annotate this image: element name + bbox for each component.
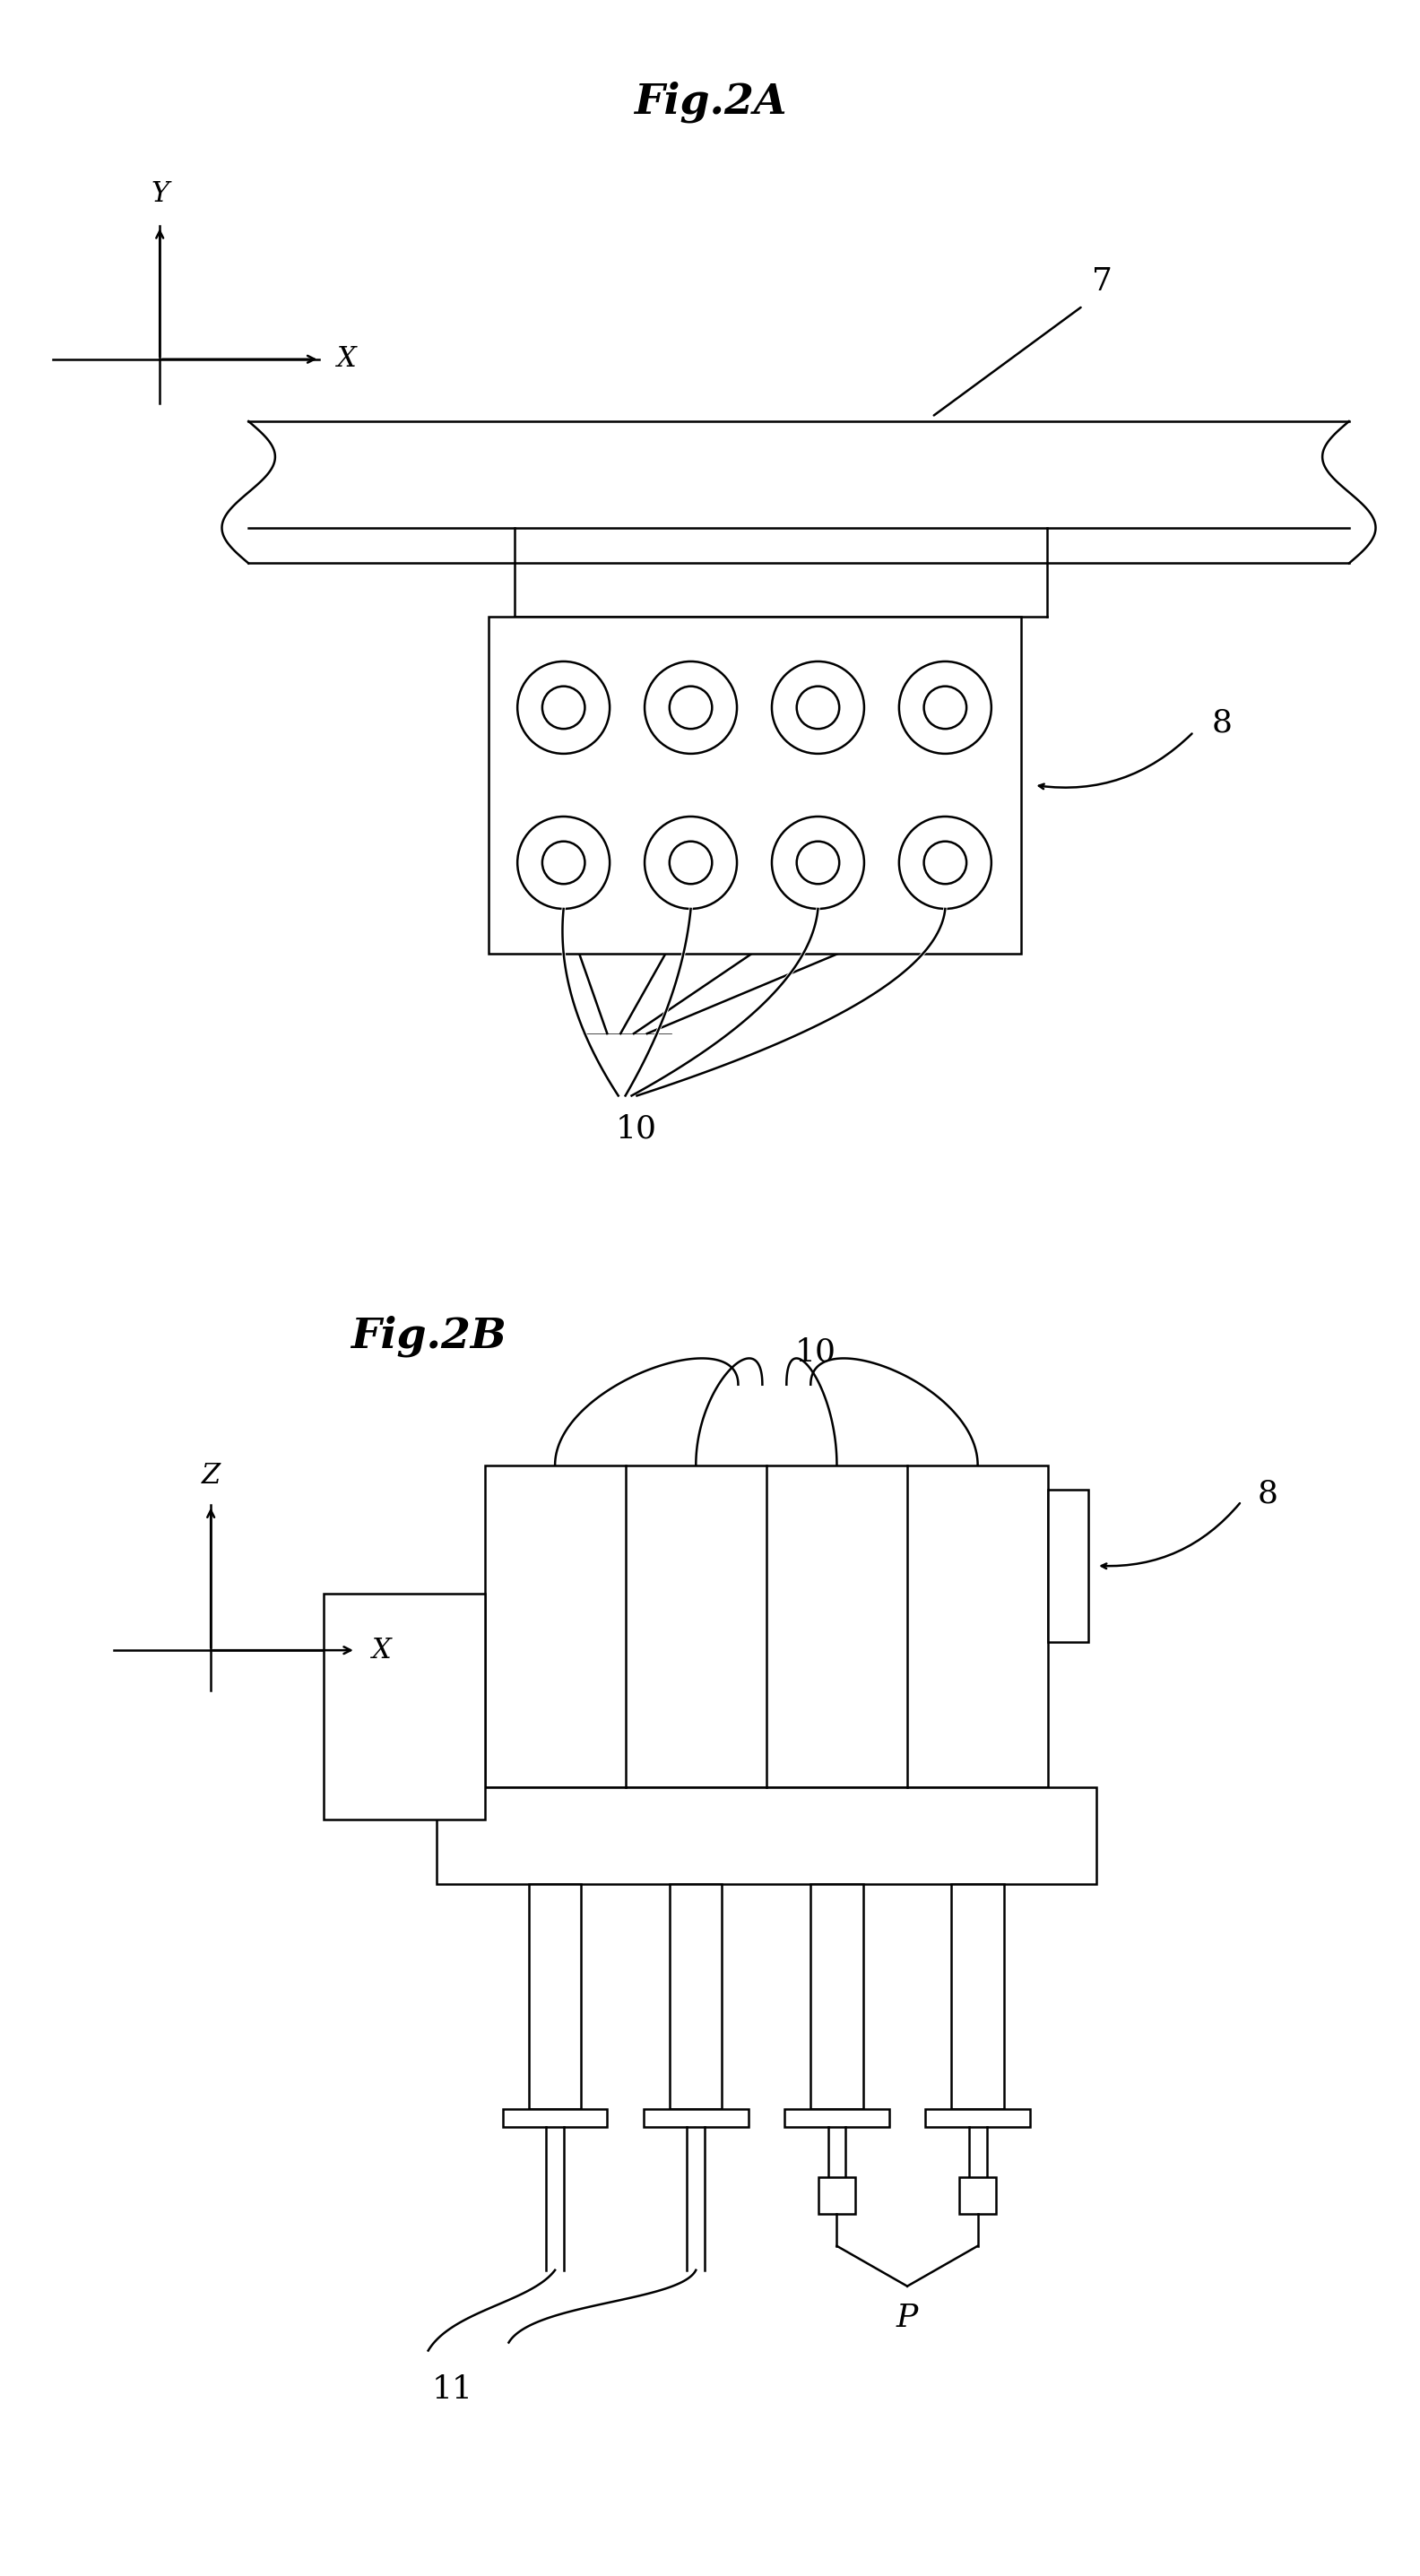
- Bar: [484, 1466, 1048, 1788]
- Circle shape: [797, 685, 839, 729]
- Bar: [951, 1883, 1004, 2110]
- Text: Y: Y: [151, 180, 169, 209]
- Circle shape: [924, 685, 967, 729]
- Bar: [926, 2110, 1030, 2128]
- Circle shape: [924, 842, 967, 884]
- Circle shape: [517, 817, 609, 909]
- Bar: [784, 2110, 889, 2128]
- Bar: [436, 1788, 1096, 1883]
- Bar: [643, 2110, 748, 2128]
- Circle shape: [669, 842, 711, 884]
- Bar: [960, 2177, 995, 2213]
- Text: P: P: [896, 2303, 919, 2334]
- Bar: [1048, 1489, 1088, 1643]
- Text: 10: 10: [615, 1113, 656, 1144]
- Circle shape: [772, 662, 865, 755]
- Text: Fig.2B: Fig.2B: [351, 1316, 506, 1358]
- Bar: [528, 1883, 581, 2110]
- Circle shape: [669, 685, 711, 729]
- Text: 10: 10: [795, 1337, 836, 1368]
- Circle shape: [645, 662, 737, 755]
- Circle shape: [542, 685, 585, 729]
- Circle shape: [645, 817, 737, 909]
- Bar: [503, 2110, 608, 2128]
- Bar: [324, 1595, 484, 1819]
- Text: 8: 8: [1258, 1479, 1278, 1510]
- Text: 7: 7: [1092, 265, 1112, 296]
- Text: Fig.2A: Fig.2A: [633, 80, 787, 124]
- Text: 11: 11: [432, 2375, 473, 2406]
- Bar: [488, 616, 1021, 953]
- Text: Z: Z: [202, 1461, 220, 1489]
- Bar: [819, 2177, 855, 2213]
- Bar: [670, 1883, 723, 2110]
- Text: X: X: [338, 345, 356, 374]
- Circle shape: [772, 817, 865, 909]
- Text: X: X: [372, 1636, 392, 1664]
- Circle shape: [542, 842, 585, 884]
- Circle shape: [899, 662, 991, 755]
- Text: 8: 8: [1211, 708, 1233, 739]
- Circle shape: [517, 662, 609, 755]
- Bar: [811, 1883, 863, 2110]
- Circle shape: [899, 817, 991, 909]
- Circle shape: [797, 842, 839, 884]
